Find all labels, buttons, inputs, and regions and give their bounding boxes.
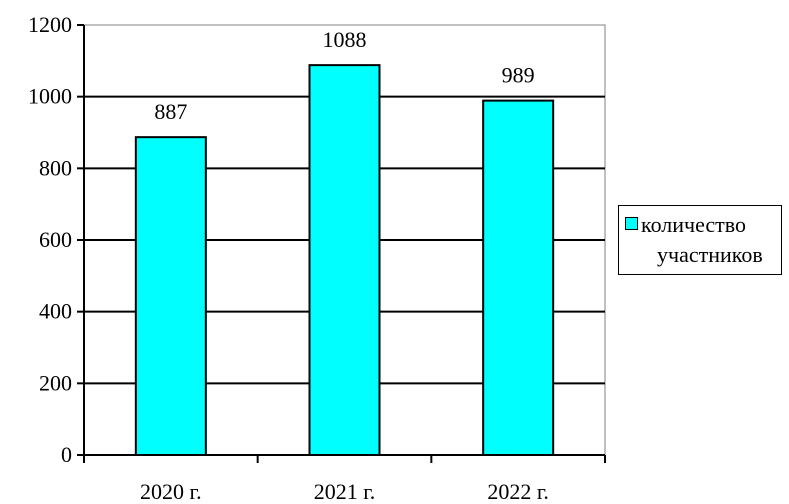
y-tick-label-1200: 1200	[28, 12, 72, 37]
x-tick-label-2: 2021 г.	[314, 479, 376, 504]
legend-label: количество участников	[641, 210, 781, 270]
legend-label-line2: участников	[657, 242, 763, 267]
bar-1	[134, 136, 207, 457]
legend-swatch	[625, 217, 638, 230]
data-label-1: 887	[154, 99, 187, 124]
y-tick-label-800: 800	[39, 155, 72, 180]
legend-label-line1: количество	[641, 212, 747, 237]
y-tick-label-0: 0	[61, 442, 72, 467]
plot-area: 0 200 400 600 800 1000 1200 887 2020 г. 1088 2021 …	[28, 12, 606, 504]
bar-3	[482, 99, 555, 456]
bar-2	[308, 64, 381, 456]
y-tick-label-400: 400	[39, 299, 72, 324]
y-tick-label-1000: 1000	[28, 84, 72, 109]
data-label-2: 1088	[323, 27, 367, 52]
data-label-3: 989	[502, 63, 535, 88]
y-tick-label-200: 200	[39, 370, 72, 395]
legend: количество участников	[618, 205, 782, 275]
x-tick-label-3: 2022 г.	[487, 479, 549, 504]
x-tick-label-1: 2020 г.	[140, 479, 202, 504]
y-tick-label-600: 600	[39, 227, 72, 252]
